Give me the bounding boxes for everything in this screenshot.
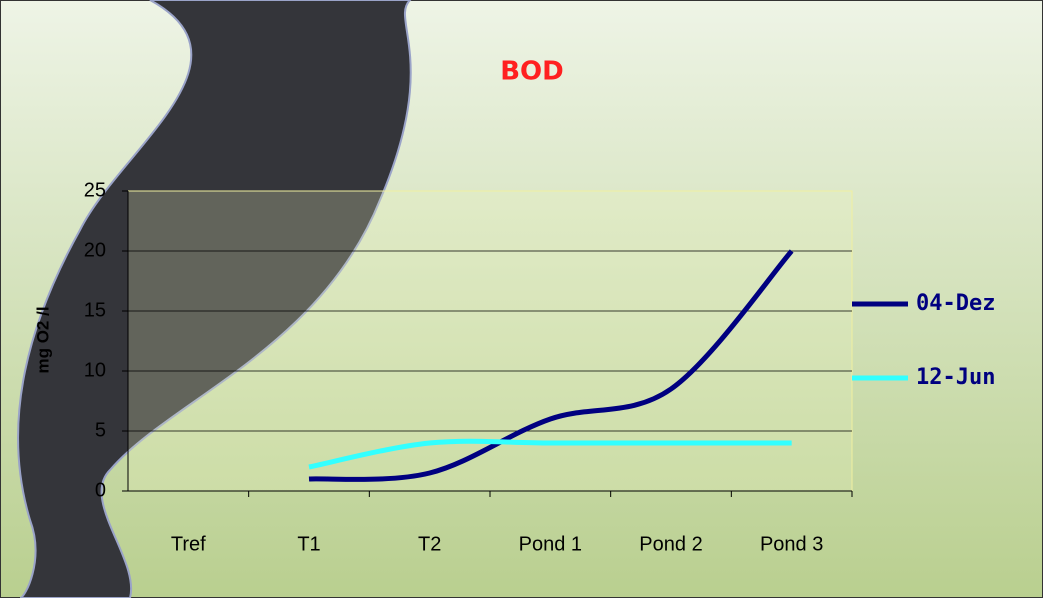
slide: BOD mg O2 /l 0 5 10 15 20 25 Tref T1 T2 Pond 1 Pon… bbox=[0, 0, 1043, 598]
y-tick-label: 5 bbox=[95, 419, 106, 441]
x-tick-label: T2 bbox=[418, 533, 441, 555]
x-tick-label: Pond 2 bbox=[639, 533, 702, 555]
y-tick-label: 20 bbox=[84, 239, 106, 261]
y-tick-label: 25 bbox=[84, 179, 106, 201]
x-tick-label: Pond 3 bbox=[760, 533, 823, 555]
x-tick-label: Pond 1 bbox=[519, 533, 582, 555]
chart-title: BOD bbox=[500, 57, 564, 87]
legend-label: 04-Dez bbox=[916, 291, 995, 316]
x-tick-label: T1 bbox=[297, 533, 320, 555]
x-tick-label: Tref bbox=[171, 533, 206, 555]
y-tick-label: 15 bbox=[84, 299, 106, 321]
legend-label: 12-Jun bbox=[916, 365, 995, 390]
y-axis-label: mg O2 /l bbox=[33, 306, 52, 373]
y-tick-label: 10 bbox=[84, 359, 106, 381]
y-tick-label: 0 bbox=[95, 479, 106, 501]
